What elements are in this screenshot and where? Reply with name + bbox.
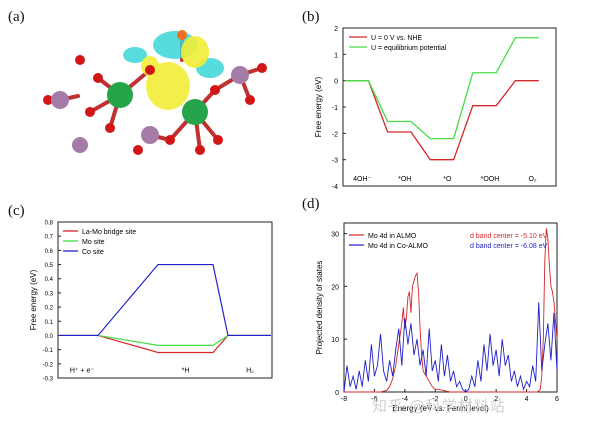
x-category-label: 4OH⁻ — [353, 176, 371, 183]
d-band-annotation: d band center = -6.08 eV — [470, 243, 548, 250]
x-tick-label: -4 — [402, 396, 408, 403]
iso-lobe — [146, 62, 190, 110]
series-line — [59, 263, 271, 337]
x-tick-label: 2 — [494, 396, 498, 403]
y-tick-label: 20 — [331, 284, 339, 291]
x-axis-label: Energy (eV vs. Fermi level) — [392, 404, 489, 413]
la-atom — [141, 126, 159, 144]
iso-lobe — [181, 36, 209, 68]
y-tick-label: 0.4 — [45, 277, 54, 283]
panel-label-a: (a) — [8, 9, 25, 25]
x-category-label: *OOH — [481, 176, 500, 183]
legend-label: Mo 4d in Co-ALMO — [368, 243, 428, 250]
o-atoms — [43, 30, 267, 155]
y-tick-label: -2 — [332, 131, 338, 138]
legend-label: Co site — [82, 249, 104, 256]
x-tick-label: -6 — [371, 396, 377, 403]
y-axis-label: Free energy (eV) — [314, 76, 323, 137]
crystal-structure-icon — [43, 30, 267, 155]
x-tick-label: 4 — [525, 396, 529, 403]
o-atom — [85, 107, 95, 117]
o-atom — [75, 55, 85, 65]
y-tick-label: -0.2 — [43, 362, 54, 368]
mo-atom — [182, 99, 208, 125]
o-atom — [213, 135, 223, 145]
series-line — [343, 302, 558, 393]
series-line — [345, 80, 539, 161]
y-tick-label: -0.3 — [43, 377, 54, 383]
y-tick-label: 0.7 — [45, 235, 54, 241]
x-category-label: H₂ — [246, 367, 254, 374]
o-atom — [93, 73, 103, 83]
o-atom — [43, 95, 53, 105]
x-category-label: *OH — [398, 176, 411, 183]
y-tick-label: 2 — [334, 26, 338, 33]
d-band-annotation: d band center = -5.10 eV — [470, 233, 548, 240]
x-tick-label: -8 — [341, 396, 347, 403]
x-category-label: *O — [443, 176, 452, 183]
legend-label: Mo site — [82, 239, 105, 246]
y-tick-label: 0 — [334, 79, 338, 86]
mo-atom — [107, 82, 133, 108]
series-line — [345, 37, 539, 140]
y-tick-label: -3 — [332, 158, 338, 165]
panel-label-c: (c) — [8, 203, 25, 219]
y-tick-label: -4 — [332, 184, 338, 191]
o-atom — [210, 85, 220, 95]
watermark-text: 知乎 @科学材料站 — [372, 397, 506, 415]
y-tick-label: 10 — [331, 337, 339, 344]
y-axis-label: Projected density of states — [315, 261, 324, 355]
y-tick-label: 0.8 — [45, 221, 54, 227]
o-atom — [195, 145, 205, 155]
o-atom — [133, 145, 143, 155]
o-atom — [165, 135, 175, 145]
series-line — [344, 228, 558, 393]
o-atom — [257, 63, 267, 73]
y-tick-label: 0.3 — [45, 291, 54, 297]
x-category-label: O₂ — [528, 176, 536, 183]
la-atoms — [51, 66, 249, 153]
legend-label: U = equilibrium potential — [371, 45, 447, 52]
y-tick-label: 0.5 — [45, 263, 54, 269]
y-tick-label: 30 — [331, 232, 339, 239]
plot-frame — [57, 221, 273, 379]
y-tick-label: 0.1 — [45, 320, 54, 326]
y-tick-label: 1 — [334, 52, 338, 59]
la-atom — [231, 66, 249, 84]
mo-atoms — [107, 82, 208, 125]
y-axis-label: Free energy (eV) — [29, 269, 38, 330]
x-tick-label: 0 — [464, 396, 468, 403]
y-tick-label: -1 — [332, 105, 338, 112]
x-tick-label: -2 — [432, 396, 438, 403]
o-atom — [177, 30, 187, 40]
o-atom — [105, 123, 115, 133]
y-tick-label: 0.0 — [45, 334, 54, 340]
x-category-label: *H — [182, 367, 190, 374]
panel-label-b: (b) — [302, 9, 320, 25]
y-tick-label: 0 — [335, 390, 339, 397]
x-category-label: H⁺ + e⁻ — [70, 367, 95, 374]
legend-label: U = 0 V vs. NHE — [371, 35, 422, 42]
iso-lobe — [123, 47, 147, 63]
legend-label: Mo 4d in ALMO — [368, 233, 417, 240]
y-tick-label: 0.6 — [45, 249, 54, 255]
la-atom — [51, 91, 69, 109]
panel-label-d: (d) — [302, 196, 320, 212]
la-atom — [72, 137, 88, 153]
y-tick-label: -0.1 — [43, 348, 54, 354]
x-tick-label: 6 — [555, 396, 559, 403]
legend-label: La-Mo bridge site — [82, 229, 136, 236]
o-atom — [245, 95, 255, 105]
o-atom — [145, 65, 155, 75]
y-tick-label: 0.2 — [45, 306, 54, 312]
